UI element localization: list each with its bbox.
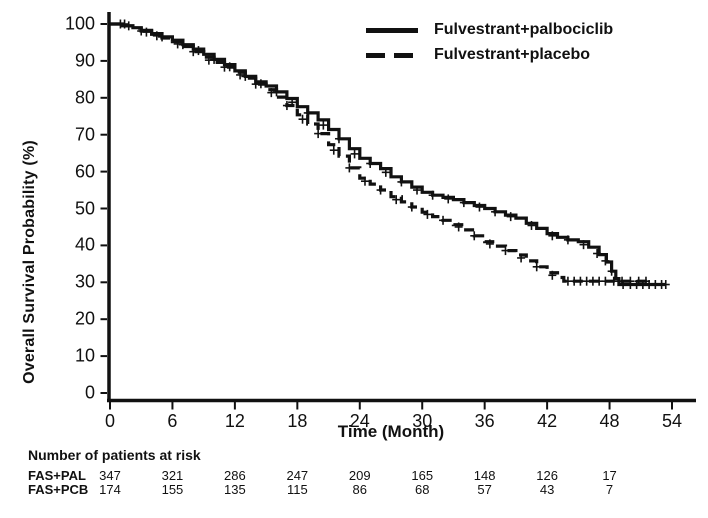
risk-count: 115 <box>286 482 308 497</box>
risk-count: 247 <box>286 468 309 483</box>
x-tick-label: 30 <box>412 411 433 431</box>
risk-count: 17 <box>602 468 617 483</box>
risk-row-label-fas-pcb: FAS+PCB <box>28 482 89 497</box>
curve-palbociclib <box>110 22 666 287</box>
curve-placebo <box>110 22 647 283</box>
x-tick-label: 12 <box>224 411 245 431</box>
y-tick-label: 20 <box>74 308 95 329</box>
y-tick-label: 70 <box>74 124 95 145</box>
risk-count: 155 <box>161 482 184 497</box>
y-tick-label: 50 <box>74 198 95 218</box>
x-tick-label: 36 <box>474 411 495 431</box>
risk-table-title: Number of patients at risk <box>28 447 201 463</box>
risk-count: 321 <box>161 468 184 483</box>
y-tick-label: 40 <box>74 234 95 255</box>
y-tick-label: 10 <box>74 345 95 366</box>
risk-count: 148 <box>473 468 496 483</box>
risk-count: 347 <box>99 468 121 483</box>
x-tick-label: 48 <box>599 411 620 431</box>
risk-count: 7 <box>605 482 614 497</box>
risk-count: 174 <box>99 482 121 497</box>
risk-row-label-fas-pal: FAS+PAL <box>28 468 86 483</box>
x-tick-label: 24 <box>349 411 370 431</box>
y-tick-label: 80 <box>74 87 95 108</box>
legend-label: Fulvestrant+palbociclib <box>434 21 614 38</box>
y-tick-label: 60 <box>74 161 95 182</box>
risk-count: 126 <box>536 468 558 483</box>
y-tick-label: 30 <box>74 271 95 292</box>
dashed-line-swatch <box>366 52 418 58</box>
x-tick-label: 42 <box>537 411 558 431</box>
risk-count: 86 <box>352 482 367 497</box>
x-tick-label: 54 <box>661 411 683 431</box>
risk-count: 135 <box>224 482 246 497</box>
legend-label: Fulvestrant+placebo <box>434 46 591 63</box>
risk-count: 209 <box>348 468 371 483</box>
x-axis-title: Time (Month) <box>337 422 445 441</box>
risk-count: 165 <box>411 468 434 483</box>
risk-count: 43 <box>539 482 555 497</box>
y-tick-label: 90 <box>74 50 95 71</box>
x-tick-label: 0 <box>104 411 116 431</box>
legend: Fulvestrant+palbociclib Fulvestrant+plac… <box>366 21 613 71</box>
solid-line-swatch <box>366 27 418 33</box>
risk-count: 57 <box>477 482 492 497</box>
y-tick-label: 100 <box>64 13 95 34</box>
y-tick-label: 0 <box>84 382 95 403</box>
legend-item-placebo: Fulvestrant+placebo <box>366 46 613 64</box>
x-tick-label: 6 <box>167 411 178 431</box>
legend-item-palbociclib: Fulvestrant+palbociclib <box>366 21 613 39</box>
risk-count: 68 <box>414 482 430 497</box>
x-tick-label: 18 <box>287 411 308 431</box>
risk-count: 286 <box>224 468 246 483</box>
